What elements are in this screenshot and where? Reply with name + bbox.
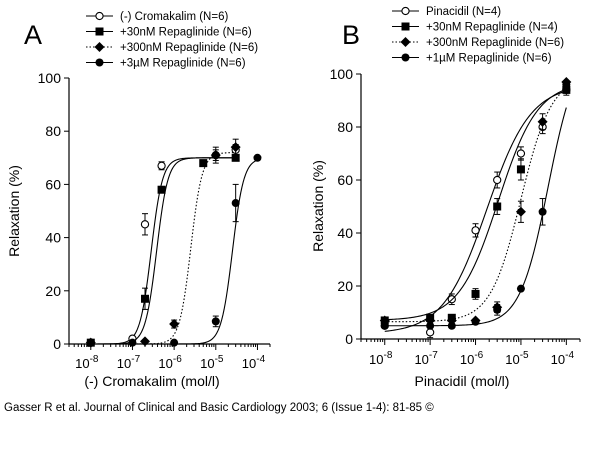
panel-a-legend-marker	[95, 58, 104, 67]
panel-a-series-3-point	[230, 142, 241, 153]
panel-a-x-tick-label: 10-5	[200, 354, 224, 371]
panel-b-letter: B	[342, 20, 360, 50]
panel-a-series-3-point	[169, 319, 180, 330]
panel-a-series-4-point	[231, 199, 240, 208]
panel-a-legend-label: +300nM Repaglinide (N=6)	[120, 42, 258, 54]
panel-b-legend: Pinacidil (N=4) +30nM Repaglinide (N=4) +3…	[392, 6, 564, 65]
panel-b-series-1-point	[493, 175, 502, 185]
panel-b-x-tick-label: 10-8	[369, 350, 393, 367]
panel-a-series-2-point	[157, 185, 166, 194]
panel-b-x-tick-label: 10-4	[551, 350, 575, 367]
panel-b-series-2-point	[562, 85, 571, 94]
panel-b-x-tick-label: 10-5	[505, 350, 529, 367]
panel-b-series-2-fit-curve	[384, 88, 567, 321]
panel-b-y-tick-label: 40	[337, 225, 353, 241]
panel-a-series-1-point	[140, 220, 150, 229]
panel-a-legend-marker	[95, 27, 104, 36]
panel-a-y-tick-label: 60	[45, 176, 61, 192]
panel-b-legend-marker	[401, 6, 410, 16]
panel-b-y-axis-label: Relaxation (%)	[310, 160, 326, 252]
panel-b-series-4-point	[562, 80, 571, 89]
citation-text: Gasser R et al. Journal of Clinical and …	[4, 402, 434, 414]
panel-a-series-3-fit-curve	[90, 152, 236, 345]
panel-a-series-4-fit-curve	[90, 159, 258, 345]
panel-a-series-3-point	[210, 150, 221, 161]
panel-a-series-4-point	[211, 317, 220, 326]
panel-a-series-4-point	[253, 153, 262, 162]
panel-a-legend-label: +3µM Repaglinide (N=6)	[120, 58, 246, 70]
panel-a-x-axis-label: (-) Cromakalim (mol/l)	[84, 373, 219, 389]
panel-a-y-tick-label: 0	[53, 336, 61, 352]
panel-a-legend-marker	[95, 11, 104, 21]
figure: A 0 20 40 60 80 100 10-8 10-7 10-6 10-5 10-4 (-) Cro…	[6, 6, 581, 389]
panel-b-series-4-point	[516, 284, 525, 293]
panel-b-x-axis-label: Pinacidil (mol/l)	[415, 373, 510, 389]
panel-a-legend-label: +30nM Repaglinide (N=6)	[120, 27, 252, 39]
panel-a-series-4-point	[86, 338, 95, 347]
panel-a-series-2-point	[199, 159, 208, 168]
panel-a-legend: (-) Cromakalim (N=6) +30nM Repaglinide (N…	[86, 11, 258, 70]
panel-b-series-3-fit-curve	[384, 87, 567, 323]
panel-b-series-1-fit-curve	[384, 90, 567, 332]
panel-a-y-tick-label: 100	[38, 70, 62, 86]
panel-b-series-4-point	[426, 321, 435, 330]
panel-a-series-2-point	[140, 294, 149, 303]
panel-b-legend-marker	[400, 37, 411, 47]
panel-b-series-3-point	[537, 116, 548, 127]
panel-b-y-tick-label: 20	[337, 278, 353, 294]
panel-a-series-4	[86, 153, 262, 347]
panel-b-series-2-point	[471, 289, 480, 298]
panel-b-x-tick-label: 10-7	[414, 350, 438, 367]
panel-a-x-tick-label: 10-4	[242, 354, 266, 371]
panel-b-series-1-point	[425, 328, 435, 337]
panel-b-legend-label: Pinacidil (N=4)	[426, 6, 501, 18]
panel-b-legend-marker	[401, 22, 410, 31]
panel-b-series-4-point	[447, 321, 456, 330]
panel-a-series-3-point	[139, 336, 150, 347]
panel-a-x-tick-label: 10-7	[117, 354, 141, 371]
panel-b-legend-label: +300nM Repaglinide (N=6)	[426, 37, 564, 49]
panel-b-series-3-point	[515, 206, 526, 217]
panel-b-series-4-point	[471, 317, 480, 326]
panel-a-x-tick-label: 10-8	[75, 354, 99, 371]
panel-b-series-4-point	[538, 207, 547, 216]
panel-b-legend-label: +1µM Repaglinide (N=6)	[426, 53, 552, 65]
panel-b-x-tick-label: 10-6	[460, 350, 484, 367]
panel-b-series-4-point	[493, 305, 502, 314]
panel-a-legend-label: (-) Cromakalim (N=6)	[120, 11, 228, 23]
panel-b-y-tick-label: 0	[345, 331, 353, 347]
panel-b-series-4	[380, 80, 571, 330]
panel-a-legend-marker	[94, 42, 105, 52]
panel-a-y-tick-label: 80	[45, 123, 61, 139]
panel-a-y-tick-label: 20	[45, 283, 61, 299]
panel-b-series-1-point	[516, 149, 526, 158]
panel-a-y-tick-label: 40	[45, 230, 61, 246]
panel-b-y-tick-label: 60	[337, 172, 353, 188]
panel-b-series-1-point	[471, 226, 480, 235]
panel-a-series-4-point	[128, 338, 137, 347]
panel-a-series-1-point	[157, 161, 166, 170]
panel-b-series-2-point	[493, 202, 502, 211]
panel-a-series-4-point	[170, 338, 179, 347]
panel-a-series-2-point	[231, 153, 240, 162]
panel-b-legend-marker	[401, 53, 410, 62]
panel-b-legend-label: +30nM Repaglinide (N=4)	[426, 22, 558, 34]
panel-a-letter: A	[24, 20, 42, 50]
panel-b: B 0 20 40 60 80 100 10-8 10-7 10-6 10-5 10-4 Pinacid…	[310, 6, 581, 389]
panel-a: A 0 20 40 60 80 100 10-8 10-7 10-6 10-5 10-4 (-) Cro…	[6, 11, 271, 389]
panel-a-y-axis-label: Relaxation (%)	[6, 165, 22, 257]
panel-b-series-4-point	[380, 321, 389, 330]
panel-a-x-tick-label: 10-6	[158, 354, 182, 371]
panel-b-y-tick-label: 80	[337, 119, 353, 135]
panel-b-y-tick-label: 100	[330, 66, 354, 82]
panel-b-series-2-point	[516, 165, 525, 174]
